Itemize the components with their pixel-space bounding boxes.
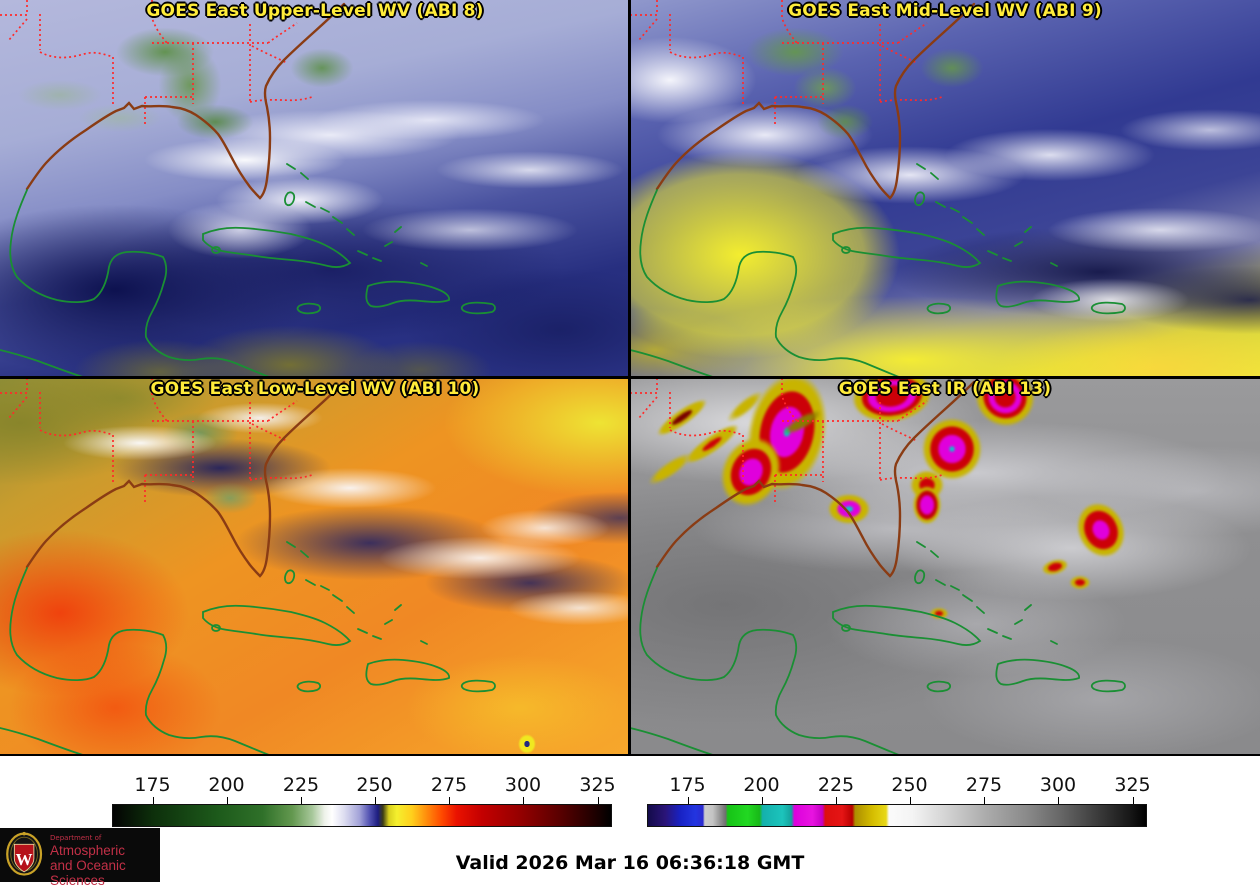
tick-label: 200: [208, 774, 245, 796]
valid-timestamp: Valid 2026 Mar 16 06:36:18 GMT: [455, 852, 805, 874]
panel-title-ir: GOES East IR (ABI 13): [838, 379, 1052, 399]
convection-cell: [1070, 576, 1090, 589]
tick-label: 250: [891, 774, 928, 796]
tick-label: 225: [817, 774, 855, 796]
tick-mark: [687, 797, 689, 804]
tick-label: 325: [579, 774, 616, 796]
uw-aos-logo: W Department of Atmospheric and Oceanic …: [0, 828, 160, 888]
panel-bottom-edge: [0, 754, 1260, 756]
satellite-imagery-upper-wv: [0, 0, 630, 378]
tick-mark: [1132, 797, 1134, 804]
tick-label: 200: [743, 774, 780, 796]
colorbar-ir-labels: 175 200 225 250 275 300 325: [647, 774, 1151, 796]
logo-dept-label: Department of: [50, 834, 102, 842]
convection-cell: [930, 608, 948, 619]
tick-mark: [152, 797, 154, 804]
tick-label: 275: [430, 774, 468, 796]
map-overlay: [0, 378, 497, 756]
logo-line1: Atmospheric: [50, 843, 126, 858]
panel-title-low-wv: GOES East Low-Level WV (ABI 10): [150, 379, 480, 399]
convection-cell: [518, 734, 536, 754]
tick-mark: [984, 797, 985, 804]
panel-low-wv: GOES East Low-Level WV (ABI 10): [0, 378, 630, 756]
tick-label: 325: [1114, 774, 1151, 796]
tick-label: 275: [965, 774, 1003, 796]
tick-mark: [597, 797, 599, 804]
tick-label: 300: [1039, 774, 1077, 796]
convection-cell: [922, 418, 982, 480]
tick-mark: [761, 797, 763, 804]
tick-mark: [226, 797, 228, 804]
tick-label: 250: [356, 774, 393, 796]
crest-letter: W: [16, 850, 33, 869]
tick-label: 225: [282, 774, 320, 796]
tick-mark: [836, 797, 837, 804]
tick-mark: [374, 797, 376, 804]
panel-title-mid-wv: GOES East Mid-Level WV (ABI 9): [788, 1, 1102, 21]
tick-mark: [449, 797, 450, 804]
satellite-imagery-mid-wv: [630, 0, 1260, 378]
panel-divider-horizontal: [0, 376, 1260, 379]
map-overlay: [630, 378, 1127, 756]
tick-mark: [523, 797, 524, 804]
convection-cell: [913, 486, 941, 524]
tick-label: 300: [504, 774, 542, 796]
tick-mark: [1058, 797, 1059, 804]
map-overlay: [0, 0, 497, 378]
uw-crest-icon: W: [6, 831, 43, 876]
map-overlay: [630, 0, 1127, 378]
panel-mid-wv: GOES East Mid-Level WV (ABI 9): [630, 0, 1260, 378]
colorbar-wv: 175 200 225 250 275 300 325: [112, 774, 616, 830]
colorbar-ir-gradient: [647, 804, 1147, 827]
panel-upper-wv: GOES East Upper-Level WV (ABI 8): [0, 0, 630, 378]
tick-mark: [301, 797, 302, 804]
tick-label: 175: [134, 774, 171, 796]
panel-title-upper-wv: GOES East Upper-Level WV (ABI 8): [146, 1, 484, 21]
panel-ir: GOES East IR (ABI 13): [630, 378, 1260, 756]
colorbar-ir-ticks: [647, 797, 1147, 804]
tick-mark: [909, 797, 911, 804]
satellite-imagery-low-wv: [0, 378, 630, 756]
tick-label: 175: [669, 774, 706, 796]
colorbar-ir: 175 200 225 250 275 300 325: [647, 774, 1151, 830]
colorbar-wv-gradient: [112, 804, 612, 827]
colorbar-wv-ticks: [112, 797, 612, 804]
colorbar-wv-labels: 175 200 225 250 275 300 325: [112, 774, 616, 796]
